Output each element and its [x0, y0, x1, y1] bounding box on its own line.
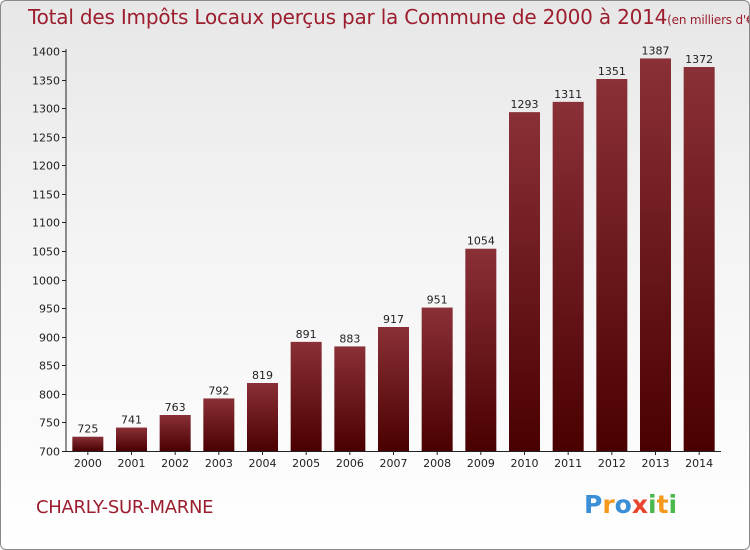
data-label: 1387 [642, 44, 670, 57]
data-label: 917 [383, 313, 404, 326]
data-label: 1372 [685, 53, 713, 66]
x-tick-label: 2009 [467, 457, 495, 470]
chart-title-text: Total des Impôts Locaux perçus par la Co… [28, 5, 668, 29]
logo-letter: i [648, 490, 657, 519]
x-tick-label: 2010 [511, 457, 539, 470]
bar [378, 327, 409, 451]
y-tick-label: 1000 [32, 275, 60, 288]
bar [116, 427, 147, 451]
x-tick-label: 2002 [161, 457, 189, 470]
y-tick-label: 1250 [32, 132, 60, 145]
x-tick-label: 2007 [380, 457, 408, 470]
x-tick-label: 2011 [554, 457, 582, 470]
logo-letter: r [602, 490, 615, 519]
x-tick-label: 2000 [74, 457, 102, 470]
y-tick-label: 950 [39, 303, 60, 316]
bar [465, 248, 497, 451]
bar [640, 58, 671, 452]
y-tick-label: 1150 [32, 189, 60, 202]
x-tick-label: 2003 [205, 457, 233, 470]
y-tick-label: 1300 [32, 103, 60, 116]
y-tick-label: 1050 [32, 246, 60, 259]
data-label: 725 [77, 423, 98, 436]
y-tick-label: 1100 [32, 217, 60, 230]
data-label: 951 [427, 294, 448, 307]
x-tick-label: 2005 [292, 457, 320, 470]
proxiti-logo: Proxiti [584, 490, 677, 519]
y-tick-label: 850 [39, 360, 60, 373]
bar [72, 436, 104, 451]
bar [683, 67, 715, 451]
x-tick-label: 2001 [118, 457, 146, 470]
bar [159, 415, 191, 451]
bar [552, 101, 584, 451]
bar [203, 398, 235, 451]
logo-letter: o [614, 490, 632, 519]
logo-letter: x [631, 490, 648, 519]
data-label: 1293 [511, 98, 539, 111]
data-label: 1351 [598, 65, 626, 78]
data-label: 1054 [467, 235, 495, 248]
data-label: 763 [165, 401, 186, 414]
y-tick-label: 700 [39, 446, 60, 459]
y-tick-label: 800 [39, 389, 60, 402]
y-tick-label: 1200 [32, 160, 60, 173]
bar [334, 346, 366, 451]
data-label: 819 [252, 369, 273, 382]
data-label: 883 [339, 332, 360, 345]
x-tick-label: 2004 [249, 457, 277, 470]
data-label: 792 [208, 384, 229, 397]
logo-letter: t [656, 490, 669, 519]
logo-letter: P [584, 490, 603, 519]
bar [247, 383, 278, 451]
bar [290, 341, 322, 451]
bar [421, 307, 453, 451]
y-tick-label: 750 [39, 417, 60, 430]
y-tick-label: 1350 [32, 75, 60, 88]
commune-name: CHARLY-SUR-MARNE [36, 497, 214, 518]
chart-title: Total des Impôts Locaux perçus par la Co… [28, 5, 750, 29]
logo-letter: i [668, 490, 678, 519]
x-tick-label: 2014 [685, 457, 713, 470]
data-label: 1311 [554, 88, 582, 101]
x-tick-label: 2006 [336, 457, 364, 470]
bar [596, 79, 628, 451]
x-tick-label: 2013 [642, 457, 670, 470]
x-tick-label: 2012 [598, 457, 626, 470]
y-tick-label: 900 [39, 332, 60, 345]
data-label: 891 [296, 328, 317, 341]
y-tick-label: 1400 [32, 46, 60, 59]
data-label: 741 [121, 414, 142, 427]
chart-title-unit: (en milliers d'€) [667, 13, 750, 27]
bar [509, 112, 540, 452]
x-tick-label: 2008 [423, 457, 451, 470]
